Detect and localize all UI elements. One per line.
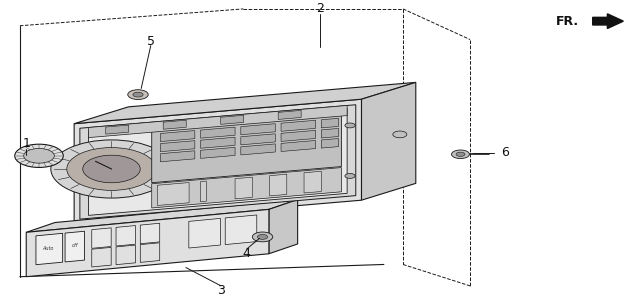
- Polygon shape: [241, 134, 275, 145]
- Circle shape: [393, 131, 407, 138]
- Circle shape: [345, 173, 355, 178]
- Polygon shape: [152, 113, 341, 183]
- Polygon shape: [278, 110, 301, 120]
- Circle shape: [133, 92, 143, 97]
- Circle shape: [257, 234, 268, 239]
- Circle shape: [452, 150, 469, 159]
- Polygon shape: [74, 82, 416, 124]
- Polygon shape: [225, 215, 257, 245]
- Polygon shape: [281, 120, 316, 131]
- Polygon shape: [189, 218, 220, 248]
- Polygon shape: [200, 147, 235, 158]
- Polygon shape: [161, 131, 195, 142]
- Polygon shape: [362, 82, 416, 200]
- Polygon shape: [26, 209, 269, 277]
- Circle shape: [128, 90, 148, 99]
- Polygon shape: [106, 125, 129, 134]
- Polygon shape: [241, 124, 275, 135]
- Polygon shape: [221, 115, 244, 124]
- Polygon shape: [321, 128, 339, 138]
- Polygon shape: [36, 233, 63, 265]
- Polygon shape: [65, 231, 84, 262]
- Text: 4: 4: [243, 247, 250, 260]
- Text: 3: 3: [217, 284, 225, 297]
- Text: 5: 5: [147, 34, 155, 47]
- Polygon shape: [88, 105, 347, 138]
- Polygon shape: [161, 151, 195, 162]
- Polygon shape: [92, 228, 111, 248]
- Polygon shape: [74, 99, 362, 225]
- Text: off: off: [72, 243, 78, 248]
- Polygon shape: [269, 200, 298, 254]
- Polygon shape: [200, 181, 206, 202]
- Circle shape: [252, 232, 273, 242]
- Polygon shape: [163, 120, 186, 129]
- Polygon shape: [80, 105, 356, 219]
- Text: 1: 1: [22, 137, 30, 150]
- Polygon shape: [281, 130, 316, 141]
- Polygon shape: [157, 183, 189, 205]
- Polygon shape: [88, 108, 347, 215]
- Polygon shape: [321, 118, 339, 128]
- Polygon shape: [140, 223, 160, 244]
- Polygon shape: [116, 225, 136, 246]
- Circle shape: [51, 140, 172, 198]
- FancyArrow shape: [593, 14, 623, 29]
- Polygon shape: [200, 127, 235, 138]
- Text: FR.: FR.: [556, 15, 579, 28]
- Circle shape: [345, 123, 355, 128]
- Text: 2: 2: [316, 2, 324, 15]
- Polygon shape: [26, 200, 298, 232]
- Polygon shape: [200, 137, 235, 148]
- Text: Auto: Auto: [42, 245, 54, 250]
- Polygon shape: [304, 171, 321, 193]
- Circle shape: [456, 152, 465, 156]
- Polygon shape: [140, 243, 160, 262]
- Polygon shape: [92, 247, 111, 267]
- Polygon shape: [235, 177, 252, 199]
- Circle shape: [15, 144, 63, 168]
- Polygon shape: [152, 168, 341, 208]
- Circle shape: [83, 155, 140, 183]
- Polygon shape: [321, 139, 339, 148]
- Circle shape: [24, 148, 54, 163]
- Polygon shape: [241, 144, 275, 155]
- Text: 6: 6: [501, 146, 509, 159]
- Circle shape: [67, 148, 156, 190]
- Polygon shape: [161, 141, 195, 152]
- Polygon shape: [269, 174, 287, 196]
- Polygon shape: [281, 140, 316, 152]
- Polygon shape: [116, 245, 136, 265]
